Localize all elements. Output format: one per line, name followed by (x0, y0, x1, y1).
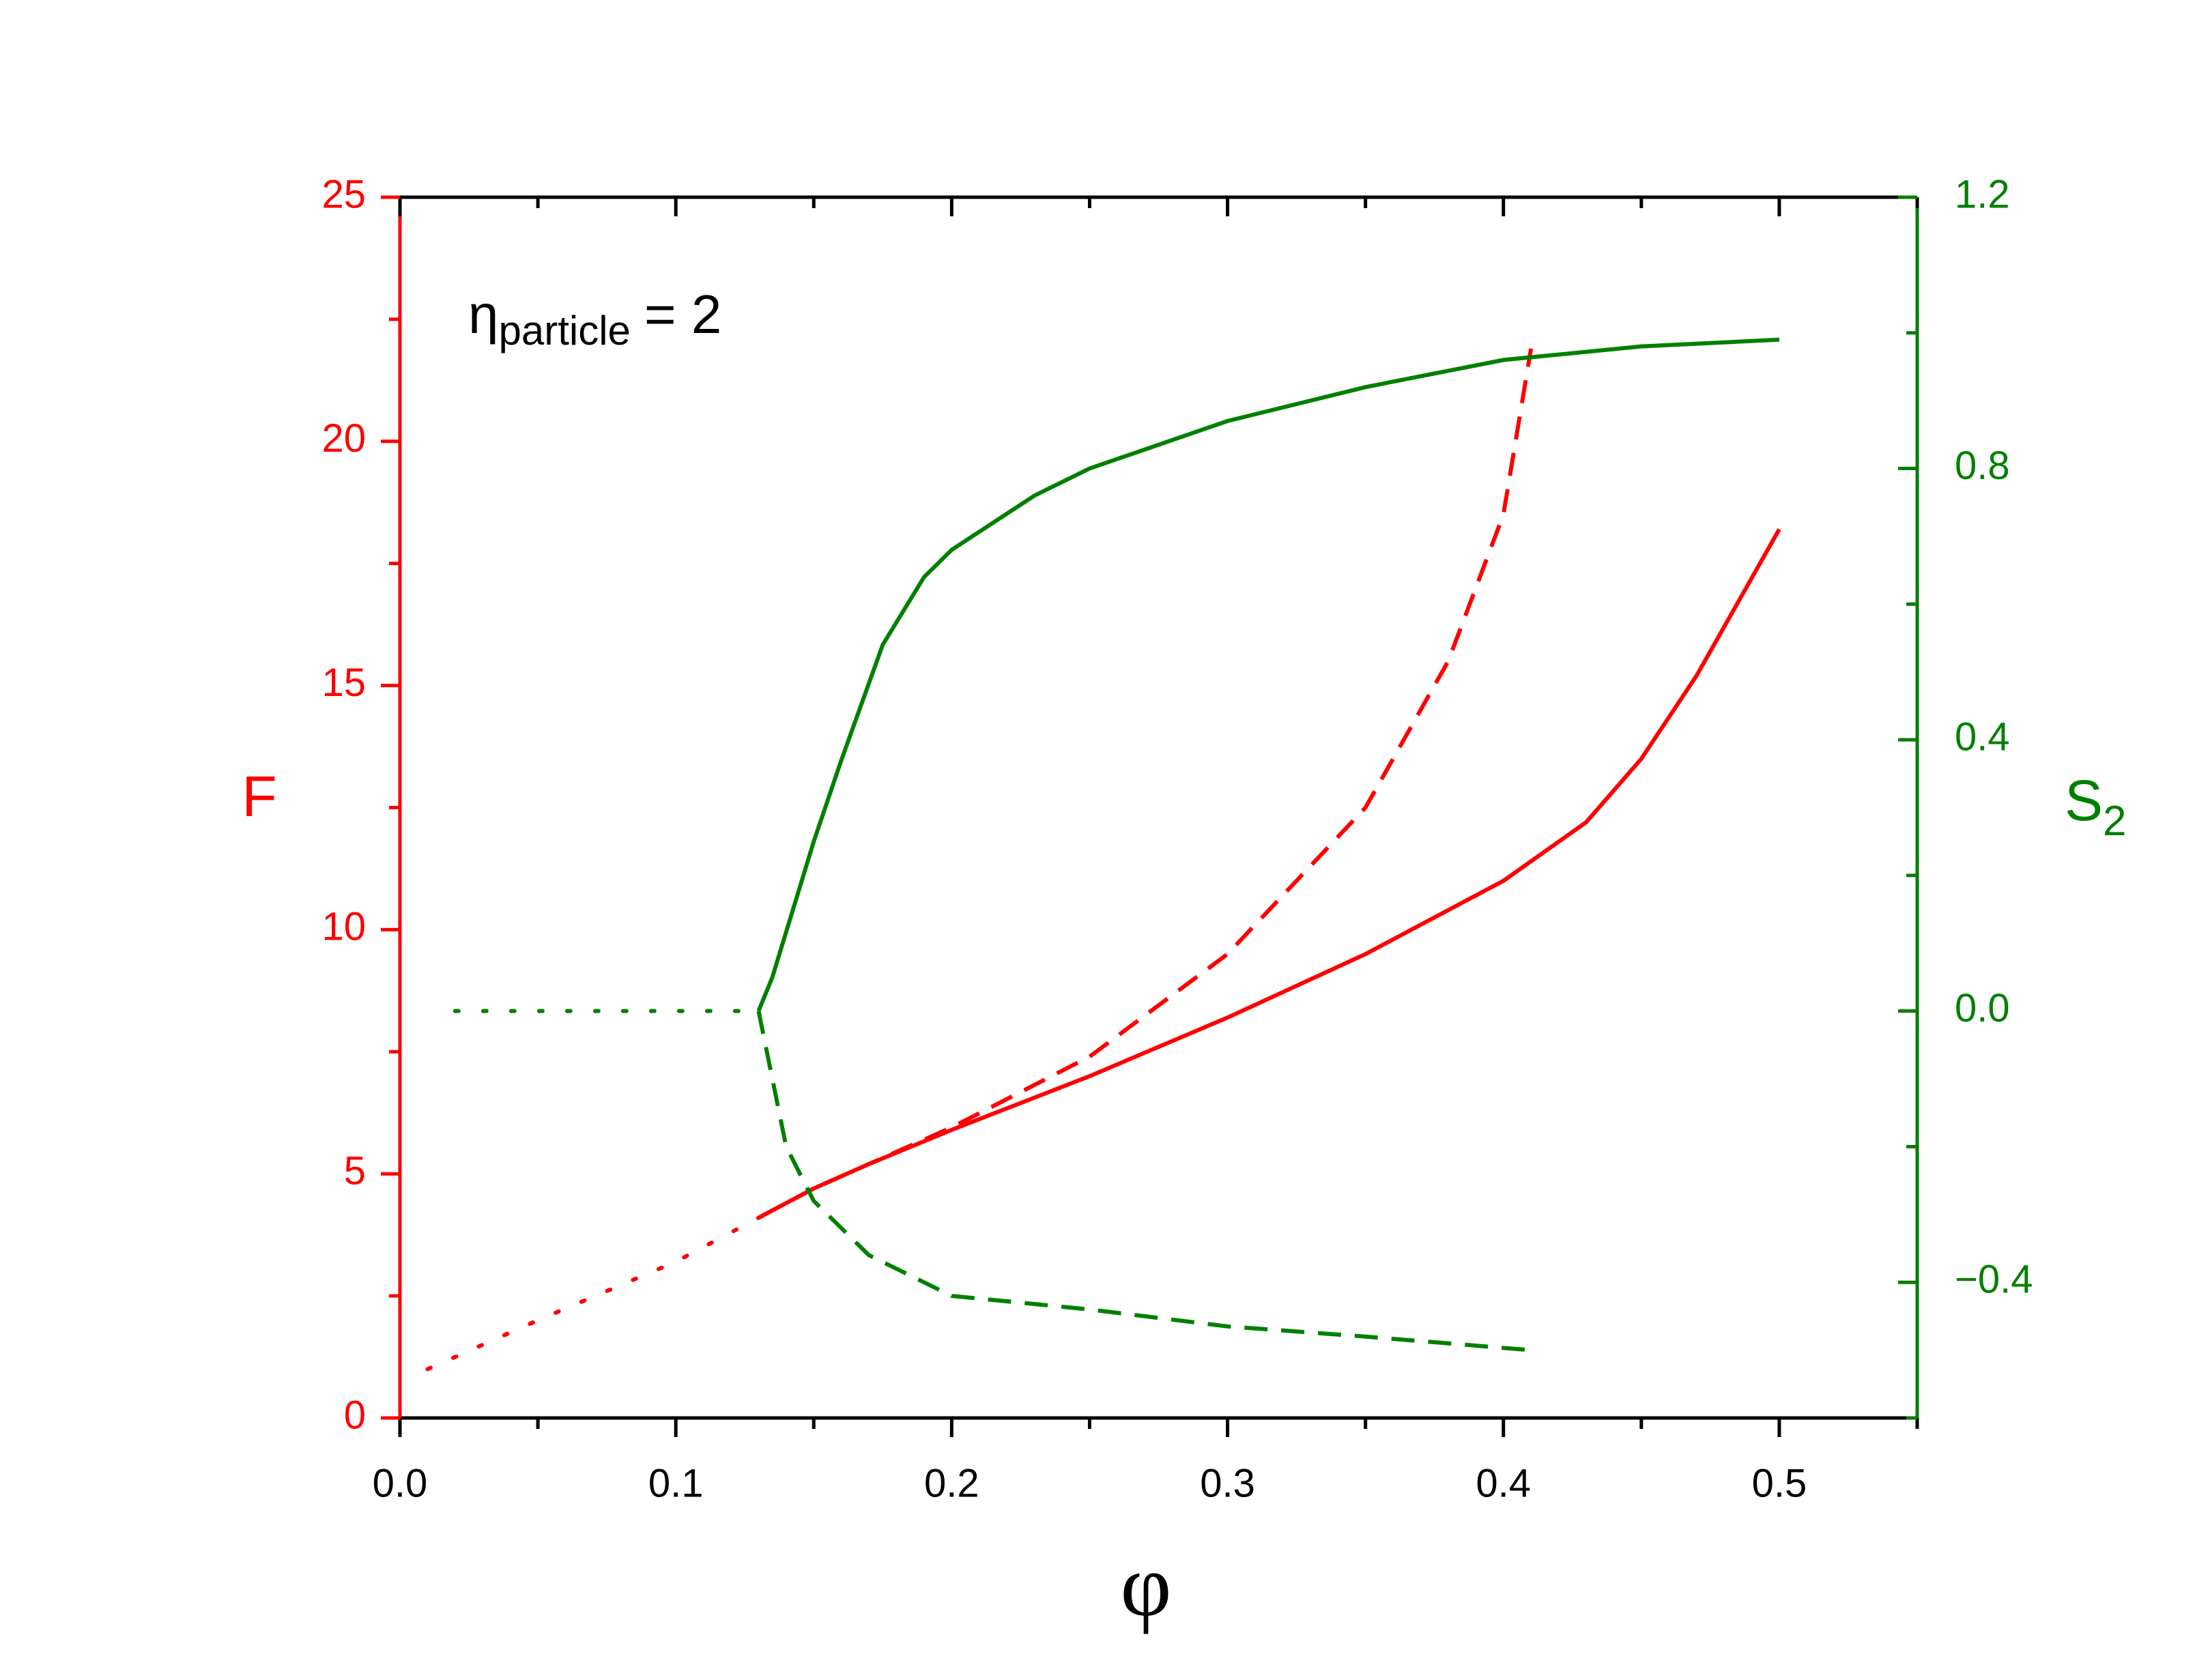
y2-tick-label: 0.8 (1955, 444, 2010, 488)
y-tick-label: 10 (321, 905, 366, 949)
x-axis-label: φ (1120, 1537, 1171, 1635)
y2-axis-label: S2 (2065, 768, 2127, 845)
annotation: ηparticle = 2 (468, 284, 721, 353)
y2-axis-label-subscript: 2 (2103, 798, 2126, 845)
x-tick-label: 0.5 (1752, 1461, 1807, 1505)
y-tick-label: 20 (321, 416, 366, 461)
y-tick-label: 5 (344, 1149, 366, 1193)
x-tick-label: 0.2 (924, 1461, 979, 1505)
y2-tick-label: 0.4 (1955, 714, 2010, 759)
x-tick-label: 0.0 (373, 1461, 428, 1505)
series-line (756, 1011, 1532, 1352)
annotation-subscript: particle (499, 308, 631, 353)
x-tick-label: 0.3 (1200, 1461, 1255, 1505)
series-line (758, 528, 1781, 1220)
x-tick-label: 0.1 (648, 1461, 704, 1505)
series-line (758, 348, 1534, 1220)
y2-tick-label: 1.2 (1955, 172, 2010, 216)
y-tick-label: 25 (321, 172, 366, 216)
y-axis-label: F (242, 764, 276, 828)
x-tick-label: 0.4 (1476, 1461, 1531, 1505)
annotation-text: = 2 (644, 284, 721, 345)
annotation-symbol: η (468, 284, 499, 345)
y-tick-label: 15 (321, 661, 366, 705)
y2-tick-label: 0.0 (1955, 986, 2010, 1030)
series-line (756, 337, 1780, 1012)
y2-axis-label-text: S (2065, 768, 2103, 832)
y-tick-label: 0 (344, 1393, 366, 1437)
y2-tick-label: −0.4 (1955, 1258, 2033, 1302)
series-line (425, 1215, 761, 1372)
